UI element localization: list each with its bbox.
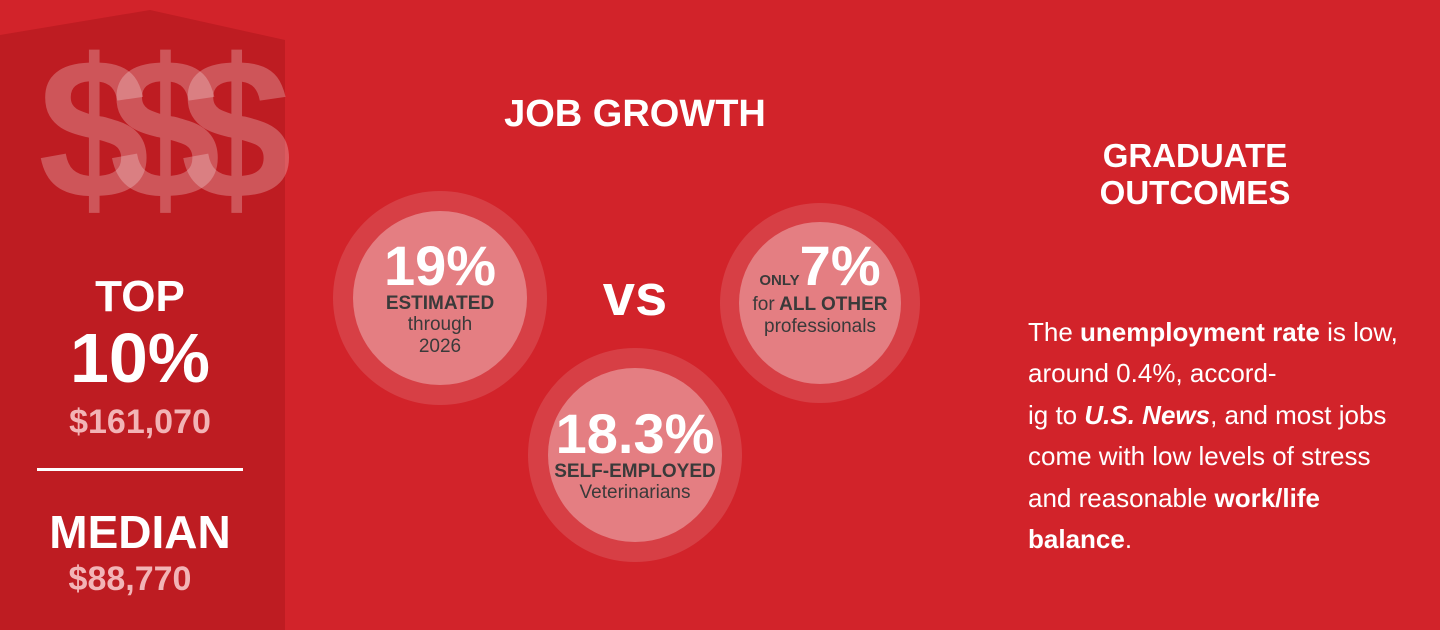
figure: 19% — [383, 234, 497, 297]
text: The — [1028, 316, 1081, 347]
circle: 18.3% SELF-EMPLOYED Veterinarians — [548, 368, 722, 542]
versus: vs — [602, 263, 668, 328]
job-growth-title: JOB GROWTH — [504, 93, 766, 135]
top-percent: 10% — [69, 319, 211, 397]
circle: ONLY7% for ALL OTHER professionals — [739, 222, 901, 384]
prefix: ONLY — [759, 272, 800, 289]
emphasis: work/life balance — [1028, 482, 1320, 555]
text: is low, around 0.4%, accord- ig to — [1028, 316, 1398, 430]
top-amount: $161,070 — [69, 403, 211, 441]
figure: 18.3% — [555, 402, 715, 465]
dollar-icon: $$$ — [38, 18, 292, 241]
detail-before: for — [752, 294, 775, 315]
emphasis: unemployment rate — [1080, 316, 1320, 347]
circle-ring: 18.3% SELF-EMPLOYED Veterinarians — [528, 348, 742, 562]
median-label: MEDIAN — [49, 506, 231, 558]
outcomes-title: GRADUATE OUTCOMES — [1099, 137, 1291, 211]
circle-ring: ONLY7% for ALL OTHER professionals — [720, 203, 920, 403]
circle: 19% ESTIMATED through 2026 — [353, 211, 527, 385]
label: ALL OTHER — [779, 294, 888, 315]
top-label: TOP — [95, 272, 185, 321]
detail: through 2026 — [407, 314, 473, 357]
circle-ring: 19% ESTIMATED through 2026 — [333, 191, 547, 405]
text: , and most jobs come with low levels of … — [1028, 399, 1387, 513]
source: U.S. News — [1084, 399, 1211, 430]
figure: 7% — [799, 234, 881, 297]
label: SELF-EMPLOYED — [554, 461, 716, 482]
median-amount: $88,770 — [68, 560, 192, 598]
label: ESTIMATED — [385, 293, 495, 314]
detail: Veterinarians — [579, 482, 691, 503]
detail: professionals — [764, 316, 876, 337]
divider — [37, 468, 243, 471]
salary-panel-bg — [0, 10, 285, 630]
outcomes-text: The unemployment rate is low, around 0.4… — [1028, 270, 1398, 561]
text: . — [1124, 524, 1133, 554]
